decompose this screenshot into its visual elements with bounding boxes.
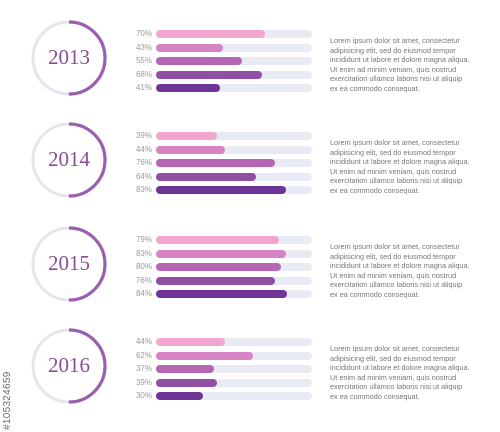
bar-track <box>156 145 312 154</box>
bar-track <box>156 132 312 140</box>
bar-track <box>156 172 312 181</box>
stock-id-label: #105324659 <box>2 371 13 430</box>
bar-value-label: 83% <box>135 185 152 194</box>
year-ring-progress <box>31 122 107 198</box>
bar-value-label: 84% <box>135 289 152 298</box>
bar-fill <box>156 57 242 65</box>
bar-value-label: 37% <box>135 364 152 373</box>
year-label: 2015 <box>48 251 90 275</box>
bar-fill <box>156 290 287 298</box>
bar-value-label: 55% <box>135 56 152 65</box>
description-line: ex ea commodo consequat. <box>330 391 420 401</box>
description-line: exercitation ullamco laboris nisi ut ali… <box>330 280 463 290</box>
year-ring-progress <box>31 226 107 302</box>
description-line: adipisicing elit, sed do eiusmod tempor <box>330 45 456 55</box>
bar-value-label: 79% <box>135 235 152 244</box>
description-line: incididunt ut labore et dolore magna ali… <box>330 55 470 65</box>
bar-value-label: 76% <box>135 158 152 167</box>
bar-track <box>156 43 312 52</box>
year-ring-progress <box>31 328 107 404</box>
bar-track <box>156 276 312 285</box>
bar-fill <box>156 276 275 285</box>
bar-fill <box>156 70 263 79</box>
description-line: Ut enim ad minim veniam, quis nostrud <box>330 166 457 176</box>
year-label: 2016 <box>48 353 90 377</box>
year-ring-progress <box>31 20 107 96</box>
bar-track <box>156 70 312 79</box>
description-line: Lorem ipsum dolor sit amet, consectetur <box>330 138 460 147</box>
description-text: Lorem ipsum dolor sit amet, consectetur a… <box>330 344 495 402</box>
description-text: Lorem ipsum dolor sit amet, consectetur a… <box>330 138 495 196</box>
bar-track <box>156 338 312 346</box>
bar-track <box>156 159 312 167</box>
bar-track <box>156 84 312 92</box>
bar-fill <box>156 132 217 140</box>
bar-fill <box>156 43 224 52</box>
description-line: incididunt ut labore et dolore magna ali… <box>330 363 470 373</box>
description-line: adipisicing elit, sed do eiusmod tempor <box>330 353 456 363</box>
bar-value-label: 62% <box>135 350 152 360</box>
bar-fill <box>156 365 214 373</box>
description-line: exercitation ullamco laboris nisi ut ali… <box>330 176 463 186</box>
bar-track <box>156 236 312 244</box>
description-line: Lorem ipsum dolor sit amet, consectetur <box>330 242 460 251</box>
bar-track <box>156 378 312 387</box>
bar-fill <box>156 30 266 38</box>
bar-fill <box>156 236 280 244</box>
bar-fill <box>156 392 203 400</box>
description-text: Lorem ipsum dolor sit amet, consectetur a… <box>330 242 495 300</box>
bar-fill <box>156 172 256 181</box>
description-line: adipisicing elit, sed do eiusmod tempor <box>330 147 456 157</box>
description-line: exercitation ullamco laboris nisi ut ali… <box>330 74 463 84</box>
bar-value-label: 83% <box>135 248 152 258</box>
bar-fill <box>156 378 217 387</box>
year-label: 2014 <box>48 147 90 171</box>
description-line: exercitation ullamco laboris nisi ut ali… <box>330 382 463 392</box>
bar-fill <box>156 338 225 346</box>
bar-fill <box>156 249 286 258</box>
bar-fill <box>156 186 286 194</box>
bar-value-label: 70% <box>135 29 152 38</box>
description-line: Ut enim ad minim veniam, quis nostrud <box>330 270 457 280</box>
bar-track <box>156 263 312 271</box>
description-line: ex ea commodo consequat. <box>330 185 420 195</box>
description-line: incididunt ut labore et dolore magna ali… <box>330 261 470 271</box>
bar-fill <box>156 351 253 360</box>
bar-value-label: 44% <box>135 337 152 346</box>
description-line: adipisicing elit, sed do eiusmod tempor <box>330 251 456 261</box>
bar-track <box>156 290 312 298</box>
bar-value-label: 41% <box>135 83 152 92</box>
bar-value-label: 76% <box>135 275 152 285</box>
bar-value-label: 39% <box>135 377 152 387</box>
bar-track <box>156 249 312 258</box>
bar-value-label: 64% <box>135 171 152 181</box>
description-line: ex ea commodo consequat. <box>330 83 420 93</box>
description-line: Ut enim ad minim veniam, quis nostrud <box>330 372 457 382</box>
description-line: incididunt ut labore et dolore magna ali… <box>330 157 470 167</box>
bar-track <box>156 392 312 400</box>
bar-track <box>156 186 312 194</box>
description-line: ex ea commodo consequat. <box>330 289 420 299</box>
bar-fill <box>156 263 281 271</box>
description-line: Ut enim ad minim veniam, quis nostrud <box>330 64 457 74</box>
bar-fill <box>156 145 225 154</box>
bar-value-label: 30% <box>135 391 152 400</box>
bar-value-label: 68% <box>135 69 152 79</box>
bar-fill <box>156 84 220 92</box>
bar-track <box>156 351 312 360</box>
description-line: Lorem ipsum dolor sit amet, consectetur <box>330 344 460 353</box>
bar-value-label: 39% <box>135 131 152 140</box>
bar-value-label: 44% <box>135 144 152 154</box>
bar-fill <box>156 159 275 167</box>
bar-value-label: 43% <box>135 42 152 52</box>
bar-value-label: 80% <box>135 262 152 271</box>
year-label: 2013 <box>48 45 90 69</box>
description-line: Lorem ipsum dolor sit amet, consectetur <box>330 36 460 45</box>
bar-track <box>156 365 312 373</box>
description-text: Lorem ipsum dolor sit amet, consectetur a… <box>330 36 495 94</box>
bar-track <box>156 57 312 65</box>
bar-track <box>156 30 312 38</box>
